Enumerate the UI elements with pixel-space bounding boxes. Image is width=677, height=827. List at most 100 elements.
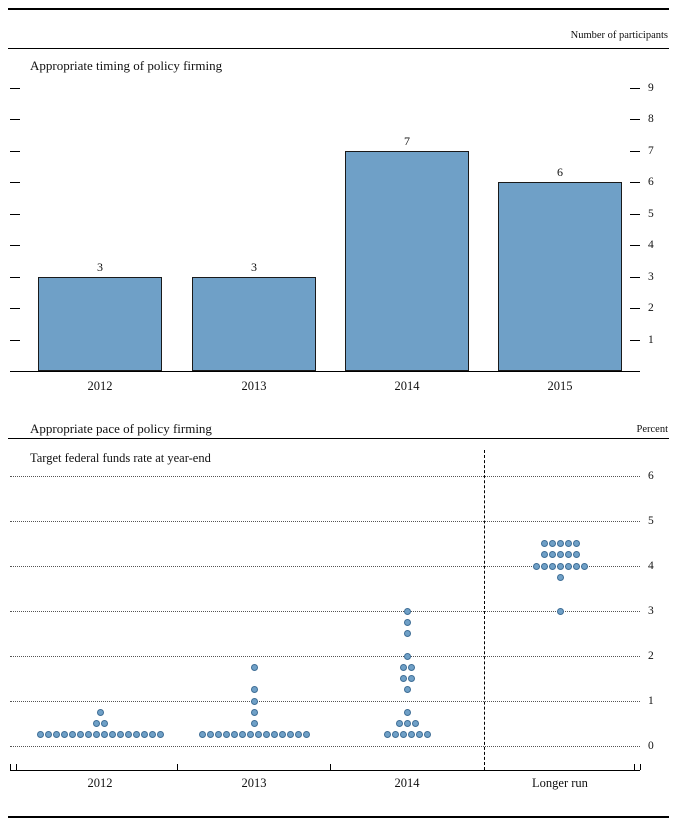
bar-y-tick-label: 5 [648, 207, 654, 220]
projection-dot [206, 731, 214, 739]
projection-dot [76, 731, 84, 739]
bar-category-label: 2014 [394, 379, 420, 393]
projection-dot [250, 720, 258, 727]
projection-dot [564, 562, 572, 570]
projection-dot [44, 731, 52, 739]
bar-left-tick [10, 245, 20, 246]
projection-dot [407, 675, 415, 682]
bottom-axis-tick [330, 764, 331, 770]
projection-dot [556, 607, 564, 615]
timing-bar [192, 276, 316, 371]
rate-gridline [10, 566, 640, 567]
bar-y-tick-label: 6 [648, 176, 654, 188]
projection-dot [540, 551, 548, 559]
projection-dot [415, 731, 423, 739]
projection-dot [411, 720, 419, 727]
bar-value-label: 6 [557, 165, 563, 179]
bar-left-tick [10, 339, 20, 341]
projection-dot [250, 663, 258, 671]
bottom-axis-tick [16, 764, 17, 770]
projection-dot [540, 562, 548, 570]
percent-axis-title: Percent [636, 424, 669, 435]
bar-right-tick [630, 276, 640, 278]
dot-category-label: 2014 [394, 776, 420, 790]
projection-dot [403, 607, 411, 615]
projection-dot [548, 562, 556, 570]
pace-chart-subtitle: Target federal funds rate at year-end [30, 451, 211, 465]
rate-gridline [10, 746, 640, 747]
projection-dot [68, 731, 76, 739]
projection-dot [407, 663, 415, 671]
projection-dot [100, 731, 108, 739]
projection-dot [572, 562, 580, 570]
projection-dot [222, 731, 230, 739]
rate-gridline [10, 476, 640, 477]
projection-dot [564, 551, 572, 559]
bar-right-tick [630, 308, 640, 309]
projection-dot [246, 731, 254, 739]
bar-right-tick [630, 87, 640, 89]
bar-value-label: 7 [404, 133, 410, 148]
projection-dot [403, 708, 411, 716]
dot-category-label: 2013 [241, 776, 267, 790]
projection-dot [148, 731, 156, 739]
projection-dot [395, 720, 403, 727]
dot-y-tick-label: 6 [648, 470, 654, 482]
pace-header-rule [8, 438, 669, 439]
projection-dot [403, 720, 411, 727]
bar-chart-baseline [10, 371, 640, 372]
projection-dot [214, 731, 222, 739]
pace-chart-title: Appropriate pace of policy firming [30, 421, 212, 436]
bar-right-tick [630, 119, 640, 120]
bar-category-label: 2015 [547, 379, 573, 393]
bar-y-tick-label: 8 [648, 113, 654, 125]
dot-y-tick-label: 2 [648, 650, 654, 662]
projection-dot [250, 697, 258, 705]
projection-dot [132, 731, 140, 739]
projection-dot [399, 675, 407, 682]
timing-bar [345, 150, 469, 371]
projection-dot [572, 551, 580, 559]
projection-dot [403, 686, 411, 694]
dot-y-tick-label: 3 [648, 605, 654, 617]
bar-value-label: 3 [251, 259, 257, 274]
bar-y-tick-label: 3 [648, 270, 654, 283]
top-border-rule [8, 8, 669, 10]
projection-dot [556, 551, 564, 559]
rate-gridline [10, 521, 640, 522]
projection-dot [399, 731, 407, 739]
projection-dot [238, 731, 246, 739]
projection-dot [270, 731, 278, 739]
bar-category-label: 2013 [241, 379, 267, 393]
bar-left-tick [10, 119, 20, 120]
projection-dot [548, 540, 556, 547]
timing-chart-title: Appropriate timing of policy firming [30, 58, 223, 73]
projection-dot [532, 562, 540, 570]
projection-dot [391, 731, 399, 739]
projection-dot [230, 731, 238, 739]
projection-dot [383, 731, 391, 739]
bar-left-tick [10, 87, 20, 89]
projection-dot [92, 720, 100, 727]
projection-dot [286, 731, 294, 739]
projection-dot [302, 731, 310, 739]
projection-dot [100, 720, 108, 727]
bottom-border-rule [8, 816, 669, 818]
bottom-axis-tick [177, 764, 178, 770]
projection-dot [262, 731, 270, 739]
dot-category-label: Longer run [532, 776, 588, 790]
bar-right-tick [630, 182, 640, 183]
projection-dot [140, 731, 148, 739]
rate-gridline [10, 656, 640, 657]
projection-dot [96, 708, 104, 716]
timing-header-rule [8, 48, 669, 49]
dot-y-tick-label: 0 [648, 740, 654, 752]
bar-left-tick [10, 276, 20, 278]
projection-dot [52, 731, 60, 739]
longer-run-separator [484, 450, 485, 770]
bar-left-tick [10, 150, 20, 152]
dot-y-tick-label: 4 [648, 560, 654, 572]
projection-dot [564, 540, 572, 547]
bar-right-tick [630, 339, 640, 341]
